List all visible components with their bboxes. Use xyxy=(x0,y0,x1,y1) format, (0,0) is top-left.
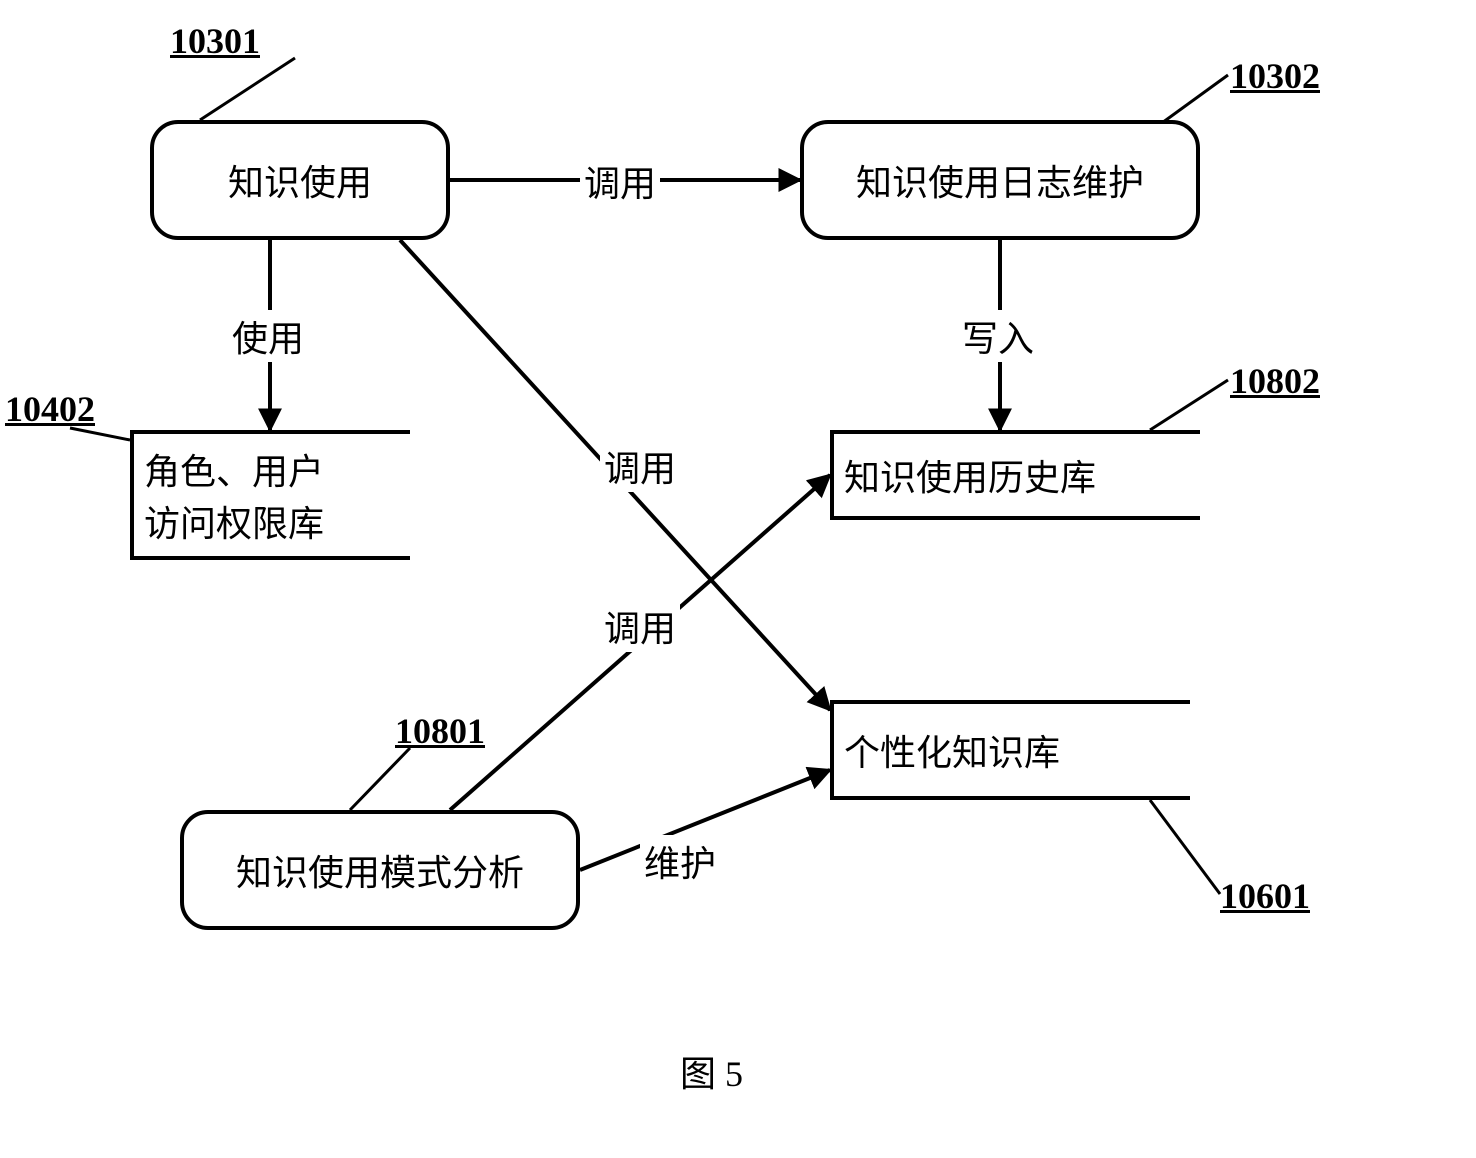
figure-caption: 图 5 xyxy=(680,1045,743,1097)
edge-label-invoke-2: 调用 xyxy=(600,440,680,492)
edge-label-maintain: 维护 xyxy=(640,835,720,887)
datastore-history: 知识使用历史库 xyxy=(830,430,1200,520)
ref-10601: 10601 xyxy=(1220,875,1310,917)
diagram-canvas: 知识使用 知识使用日志维护 知识使用模式分析 角色、用户 访问权限库 知识使用历… xyxy=(0,0,1476,1158)
node-label: 个性化知识库 xyxy=(844,724,1060,776)
datastore-personal-kb: 个性化知识库 xyxy=(830,700,1190,800)
ref-10301: 10301 xyxy=(170,20,260,62)
node-label: 知识使用 xyxy=(228,154,372,206)
node-label: 角色、用户 访问权限库 xyxy=(144,443,324,547)
edge-label-invoke-1: 调用 xyxy=(580,155,660,207)
ref-10802: 10802 xyxy=(1230,360,1320,402)
edge-label-write: 写入 xyxy=(958,310,1038,362)
node-label: 知识使用日志维护 xyxy=(856,154,1144,206)
edge-label-use: 使用 xyxy=(228,310,308,362)
node-log-maintain: 知识使用日志维护 xyxy=(800,120,1200,240)
edge-label-invoke-3: 调用 xyxy=(600,600,680,652)
ref-10302: 10302 xyxy=(1230,55,1320,97)
datastore-role-access: 角色、用户 访问权限库 xyxy=(130,430,410,560)
node-label: 知识使用模式分析 xyxy=(236,844,524,896)
node-knowledge-use: 知识使用 xyxy=(150,120,450,240)
node-label: 知识使用历史库 xyxy=(844,449,1096,501)
node-pattern-analysis: 知识使用模式分析 xyxy=(180,810,580,930)
ref-10801: 10801 xyxy=(395,710,485,752)
ref-10402: 10402 xyxy=(5,388,95,430)
